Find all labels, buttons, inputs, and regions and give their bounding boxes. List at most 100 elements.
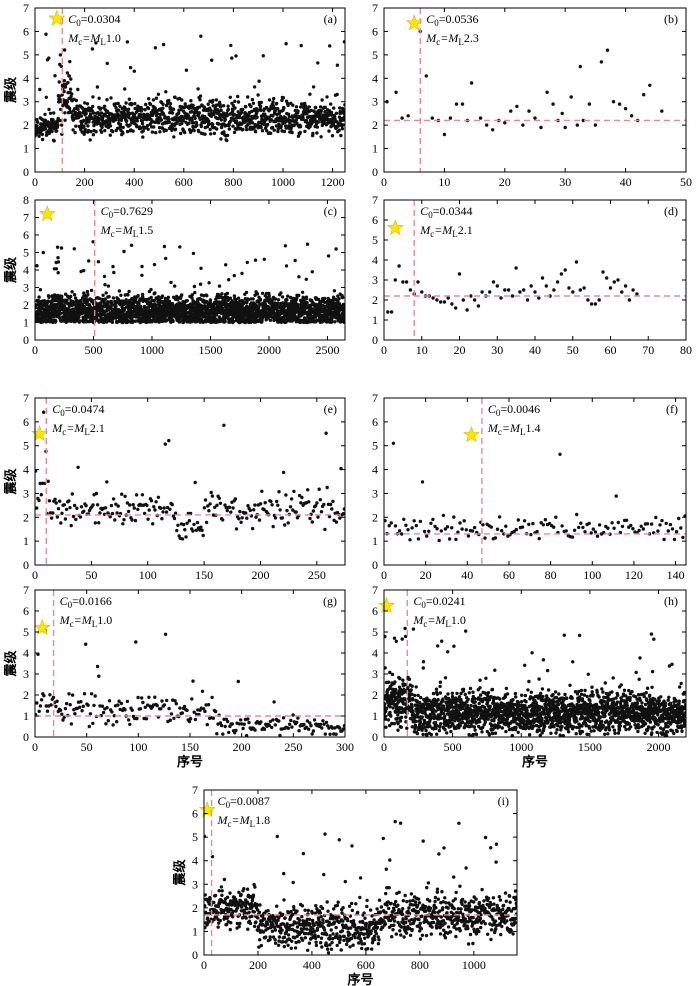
data-point [664, 521, 668, 526]
data-point [97, 674, 101, 678]
data-point [53, 74, 57, 78]
data-point [84, 111, 88, 116]
data-point [246, 504, 250, 508]
data-point [206, 703, 211, 707]
data-point [641, 527, 645, 531]
data-point [94, 491, 99, 496]
y-tick-label: 5 [23, 439, 29, 453]
data-point [59, 521, 63, 525]
data-point [406, 114, 410, 118]
data-point [69, 294, 73, 299]
data-point [389, 310, 394, 314]
data-point [57, 80, 61, 84]
data-point [168, 507, 172, 511]
data-point [290, 130, 294, 135]
data-point [60, 299, 65, 303]
data-point [277, 719, 281, 723]
data-point [209, 132, 213, 136]
data-point [100, 125, 104, 129]
data-point [578, 288, 582, 292]
data-point [167, 120, 171, 124]
data-point [635, 292, 639, 296]
data-point [223, 117, 227, 122]
data-point [338, 106, 342, 110]
data-point [123, 494, 127, 498]
data-point [485, 123, 489, 127]
mainshock-star-icon [33, 618, 51, 635]
data-point [228, 119, 233, 123]
data-point [253, 503, 257, 507]
data-point [208, 502, 212, 506]
data-point [227, 278, 231, 282]
x-tick-label: 20 [420, 568, 432, 582]
data-point [183, 528, 187, 532]
data-point [267, 723, 271, 728]
data-point [548, 294, 552, 298]
data-point [146, 517, 150, 521]
data-point [225, 138, 229, 143]
data-point [321, 303, 325, 308]
data-point [322, 722, 326, 726]
y-tick-label: 2 [23, 118, 29, 132]
data-point [155, 112, 160, 116]
data-point [110, 511, 115, 516]
data-point [514, 266, 518, 270]
data-point [222, 130, 226, 134]
data-point [262, 507, 266, 512]
data-point [310, 270, 314, 274]
data-point [143, 705, 147, 709]
data-point [130, 319, 135, 323]
data-point [266, 122, 270, 127]
y-tick-label: 6 [372, 213, 378, 227]
data-point [458, 521, 462, 525]
data-point [323, 527, 327, 532]
data-point [323, 732, 327, 736]
data-point [228, 296, 233, 300]
data-point [292, 489, 296, 494]
data-point [180, 537, 185, 541]
data-point [420, 290, 424, 294]
data-point [317, 487, 321, 491]
data-point [469, 294, 473, 298]
data-point [101, 293, 105, 297]
data-point [136, 294, 140, 298]
data-point [239, 520, 243, 524]
data-point [184, 535, 188, 539]
data-point [185, 299, 189, 303]
data-point [267, 291, 271, 296]
data-point [270, 125, 275, 130]
data-point [236, 296, 241, 300]
x-tick-label: 0 [32, 740, 38, 754]
data-point [130, 518, 134, 522]
data-point [336, 294, 340, 298]
x-tick-label: 400 [125, 175, 143, 189]
data-point [138, 707, 143, 711]
data-point [116, 504, 120, 508]
y-tick-label: 7 [23, 1, 29, 15]
data-point [291, 713, 295, 717]
data-point [279, 291, 283, 295]
data-point [125, 129, 130, 134]
data-point [401, 280, 405, 284]
data-point [89, 129, 93, 134]
data-point [114, 106, 118, 110]
data-point [489, 525, 493, 529]
data-point [315, 501, 319, 505]
data-point [286, 103, 290, 108]
data-point [54, 319, 58, 323]
data-point [287, 115, 291, 119]
data-point [171, 107, 176, 112]
data-point [461, 298, 465, 302]
data-point [177, 111, 181, 115]
data-point [180, 98, 184, 102]
y-tick-label: 4 [23, 463, 29, 477]
data-point [304, 296, 309, 301]
data-point [49, 703, 53, 707]
data-point [342, 112, 345, 116]
y-tick-label: 0 [23, 730, 29, 744]
data-point [564, 529, 568, 533]
data-point [67, 106, 72, 111]
data-point [260, 489, 264, 493]
data-point [284, 126, 288, 130]
data-point [267, 294, 271, 298]
